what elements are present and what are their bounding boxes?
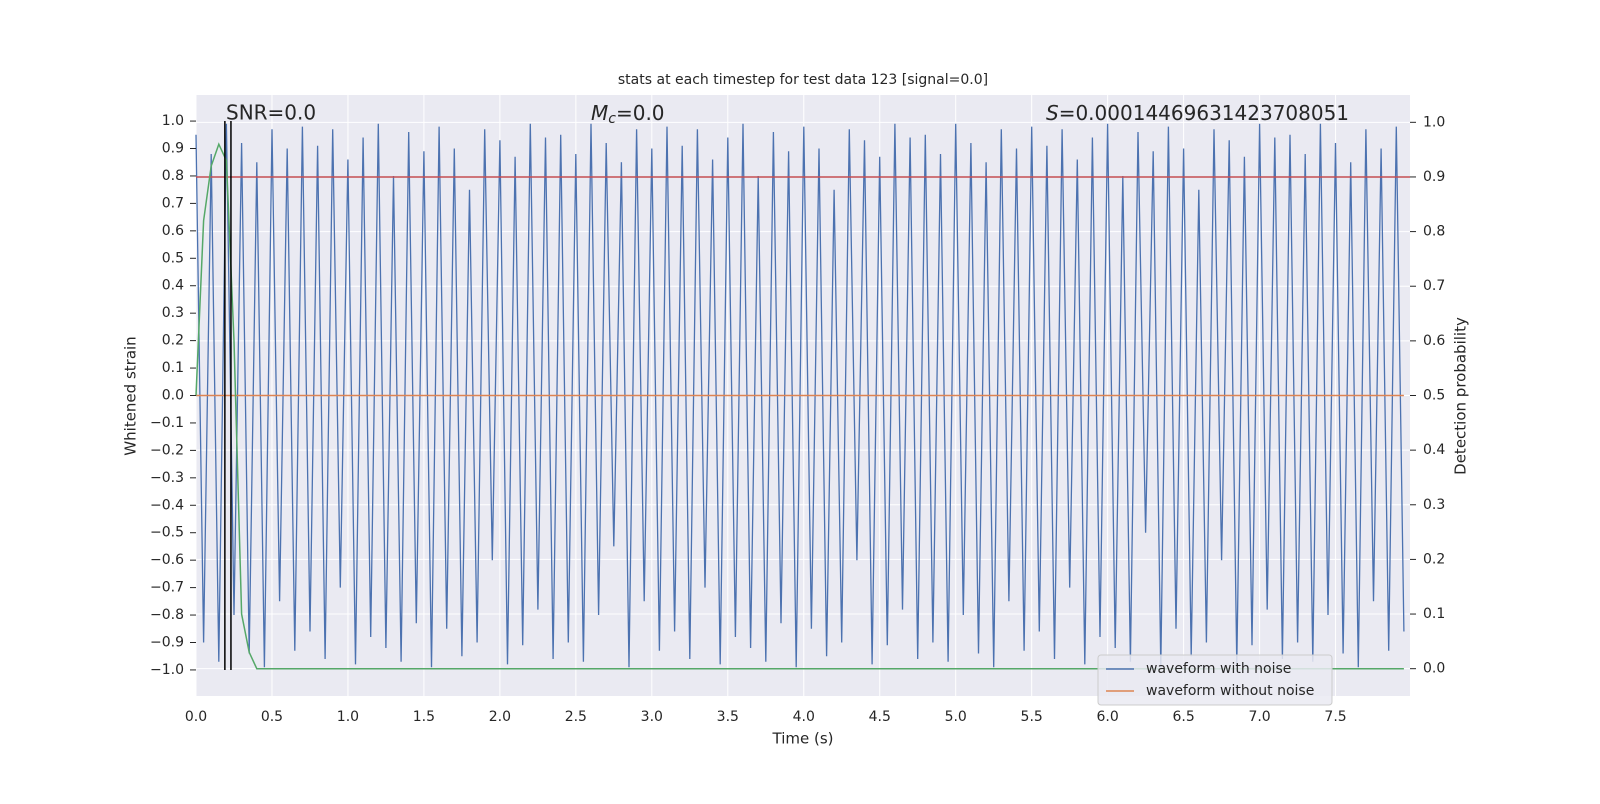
y2-tick-label: 0.3 [1423,497,1445,513]
annotation: S=0.00014469631423708051 [1046,101,1349,125]
legend: waveform with noise waveform without nois… [1097,654,1333,706]
legend-label: waveform without noise [1146,683,1314,699]
y2-tick-label: 0.0 [1423,661,1445,677]
marks [195,121,1410,670]
legend-label: waveform with noise [1146,661,1291,677]
y-tick-label: −0.4 [150,497,184,513]
y-tick-label: −0.7 [150,580,184,596]
y-tick-label: −0.5 [150,525,184,541]
y2-tick-label: 0.4 [1423,442,1445,458]
x-tick-label: 5.5 [1021,709,1043,725]
x-axis-label: Time (s) [772,730,834,748]
y-tick-label: 0.9 [162,141,184,157]
y2-tick-label: 0.8 [1423,224,1445,240]
y2-tick-label: 0.9 [1423,169,1445,185]
y2-tick-label: 0.1 [1423,606,1445,622]
y2-tick-label: 0.2 [1423,551,1445,567]
y-axis-label: Whitened strain [122,336,140,455]
y2-tick-label: 0.5 [1423,388,1445,404]
x-tick-label: 0.0 [185,709,207,725]
x-tick-label: 4.5 [869,709,891,725]
x-tick-label: 1.5 [413,709,435,725]
y2-tick-label: 1.0 [1423,114,1445,130]
y-tick-label: 0.2 [162,333,184,349]
x-tick-label: 4.0 [793,709,815,725]
y-tick-label: 0.3 [162,305,184,321]
annotation-subscript: c [608,111,616,127]
y-tick-label: 0.4 [162,278,184,294]
y-tick-label: 0.1 [162,360,184,376]
y-tick-label: 0.8 [162,168,184,184]
series-line [195,123,1405,668]
y-tick-label: 0.6 [162,223,184,239]
y-tick-label: −0.6 [150,552,184,568]
y-tick-label: −1.0 [150,662,184,678]
legend-box [1097,654,1333,706]
y-tick-label: −0.9 [150,634,184,650]
y2-axis-label: Detection probability [1452,317,1470,475]
annotation-symbol: M [591,101,608,125]
x-tick-label: 7.5 [1324,709,1346,725]
x-tick-label: 0.5 [261,709,283,725]
y-tick-label: 0.0 [162,388,184,404]
x-tick-label: 1.0 [337,709,359,725]
x-tick-label: 5.0 [945,709,967,725]
x-tick-label: 2.5 [565,709,587,725]
x-tick-label: 6.5 [1172,709,1194,725]
y-tick-label: 1.0 [162,113,184,129]
x-tick-label: 3.0 [641,709,663,725]
annotation-text: =0.0 [616,101,665,125]
y-tick-label: −0.1 [150,415,184,431]
x-tick-label: 6.0 [1097,709,1119,725]
y-tick-label: −0.3 [150,470,184,486]
annotation-text: =0.00014469631423708051 [1059,101,1349,125]
x-tick-label: 2.0 [489,709,511,725]
axes: 0.0 0.5 1.0 1.5 2.0 2.5 3.0 3.5 4.0 4.5 5.0 5.5 6.0 6… [150,113,1445,725]
annotation-symbol: S [1046,101,1059,125]
y-tick-label: −0.8 [150,607,184,623]
x-tick-label: 3.5 [717,709,739,725]
y-tick-label: −0.2 [150,442,184,458]
y-tick-label: 0.7 [162,195,184,211]
annotation: Mc=0.0 [591,101,665,128]
y2-tick-label: 0.6 [1423,333,1445,349]
y-tick-label: 0.5 [162,250,184,266]
annotation: SNR=0.0 [226,101,316,125]
chart-title: stats at each timestep for test data 123… [618,72,988,88]
y2-tick-label: 0.7 [1423,278,1445,294]
x-tick-label: 7.0 [1248,709,1270,725]
